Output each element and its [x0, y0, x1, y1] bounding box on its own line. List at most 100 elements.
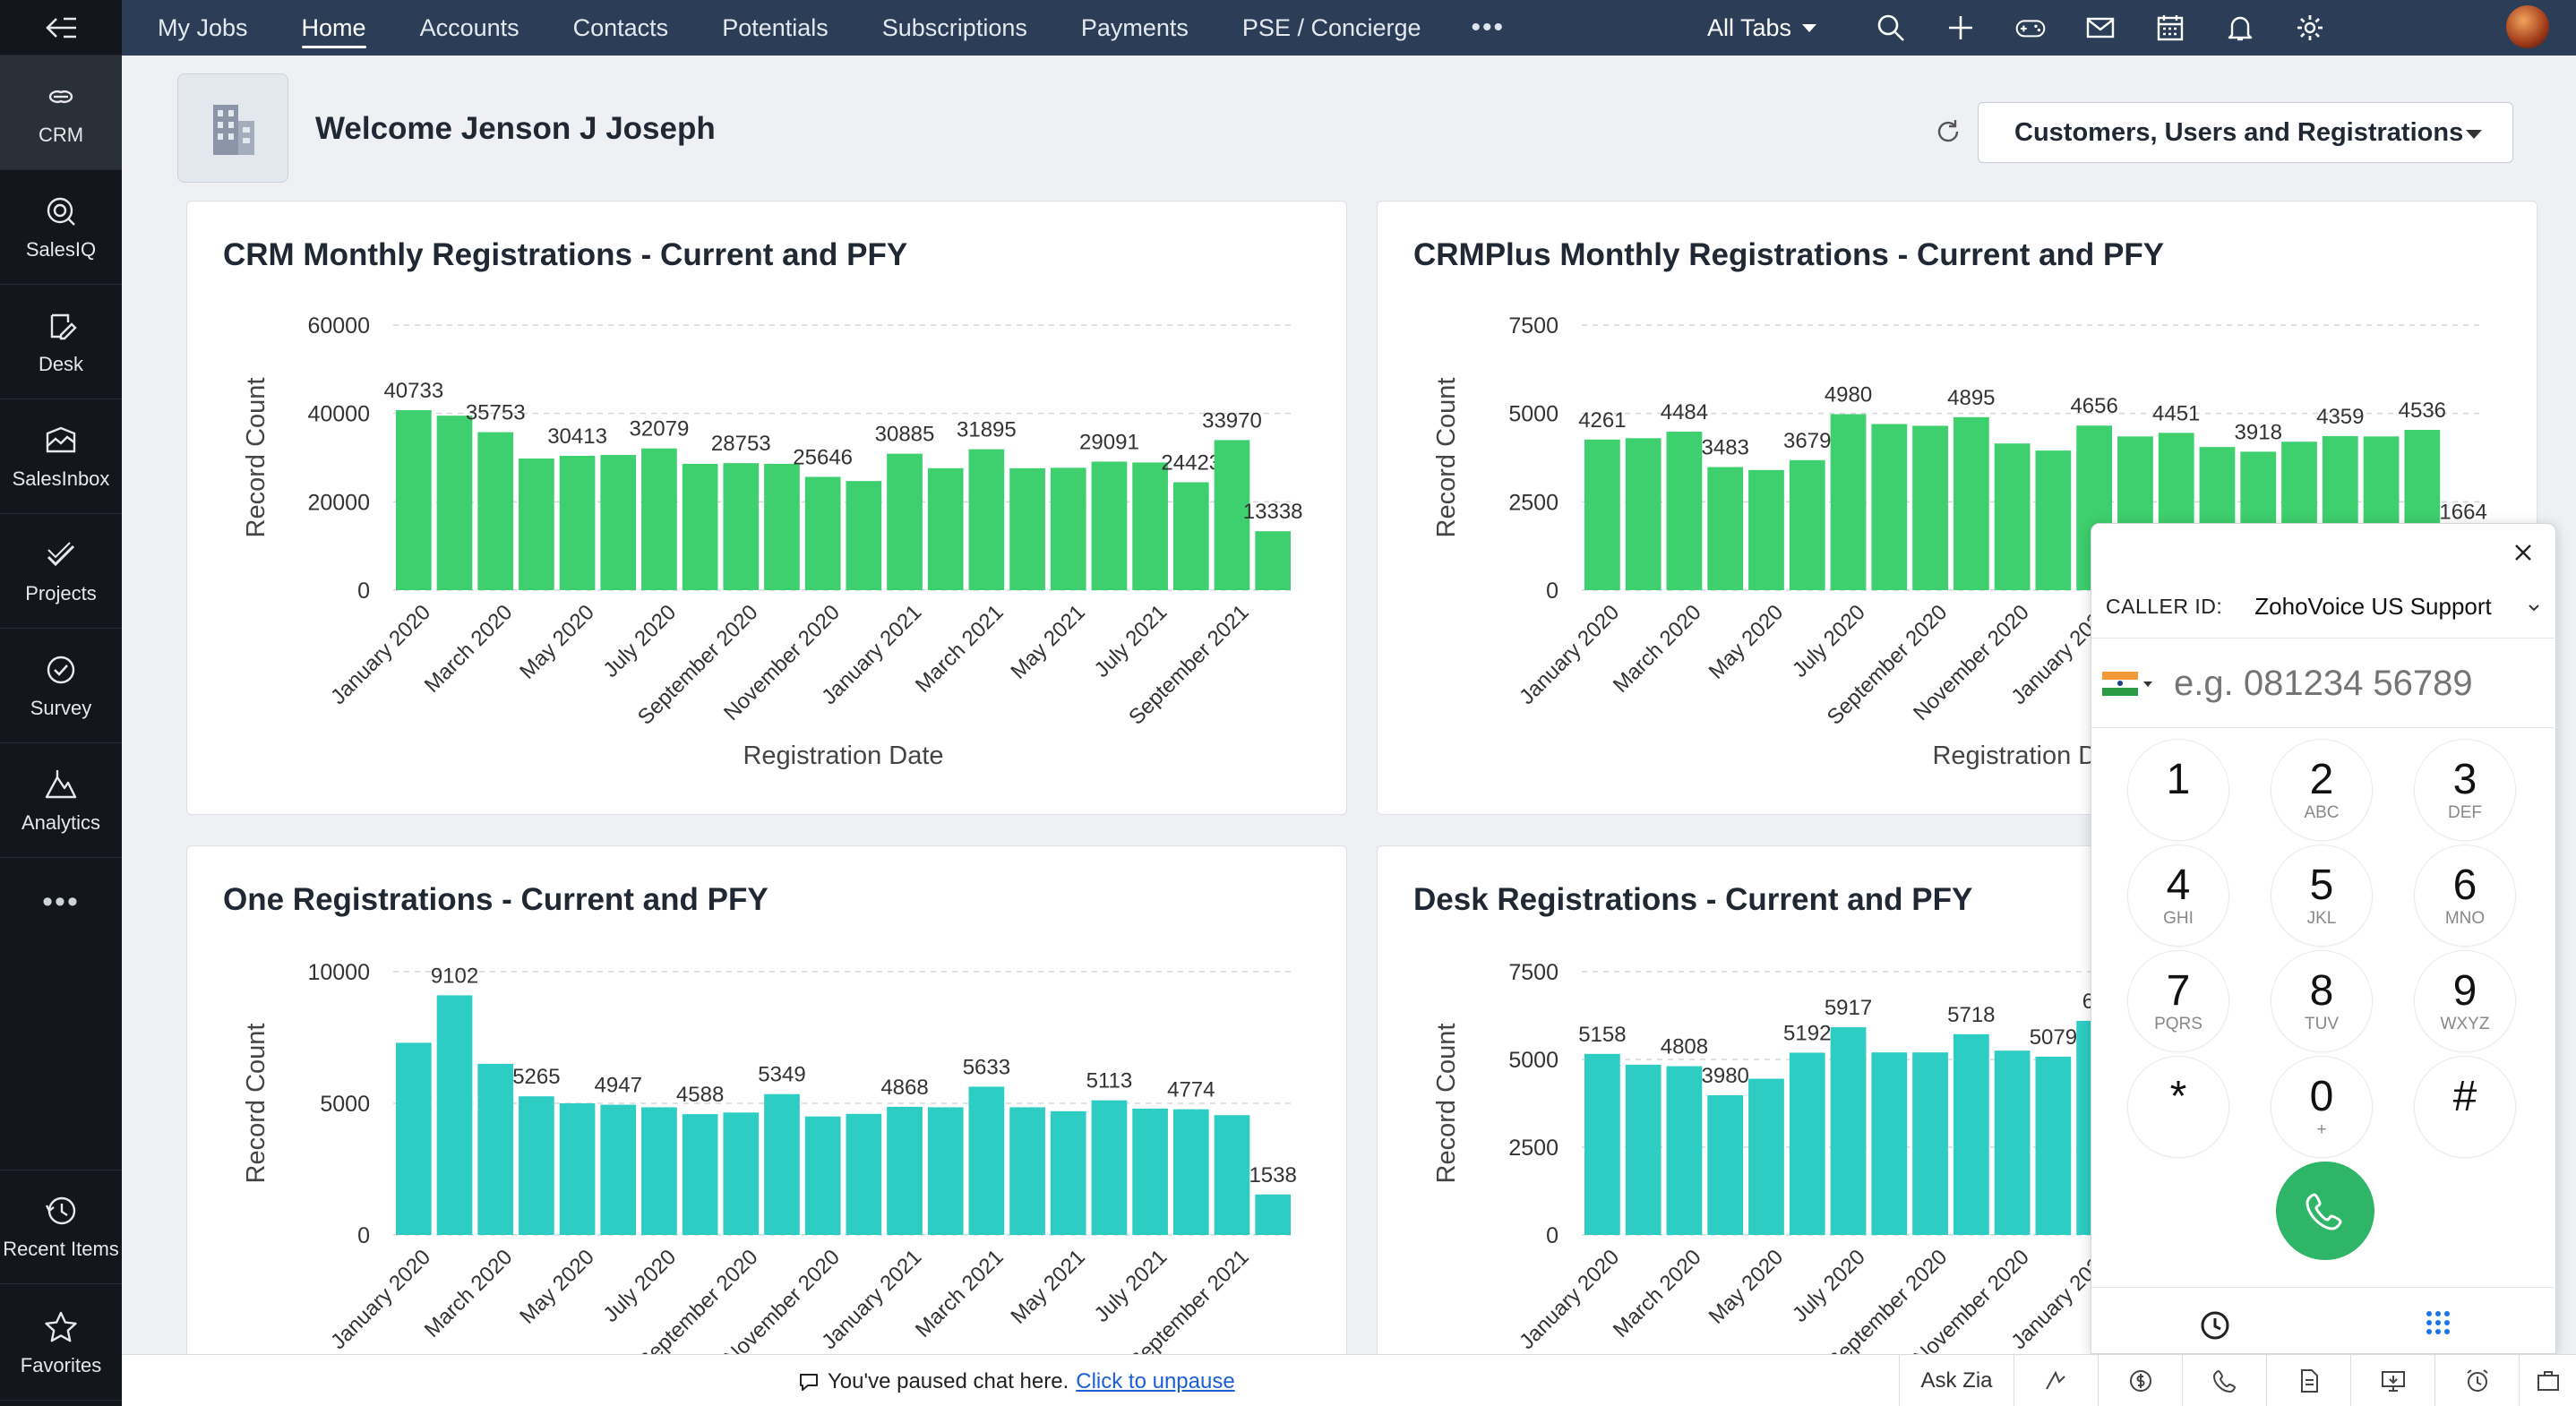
bar[interactable]	[1255, 531, 1291, 590]
bar[interactable]	[559, 455, 596, 590]
india-flag-icon[interactable]	[2102, 671, 2138, 697]
bar[interactable]	[968, 1086, 1005, 1235]
settings-button[interactable]	[2275, 0, 2345, 56]
bar[interactable]	[1953, 1033, 1989, 1235]
bar[interactable]	[1748, 469, 1784, 590]
mail-button[interactable]	[2065, 0, 2135, 56]
rail-item-projects[interactable]: Projects	[0, 514, 122, 629]
bar[interactable]	[1707, 1094, 1744, 1235]
refresh-icon[interactable]	[1933, 116, 1963, 147]
bar[interactable]	[804, 476, 841, 590]
bar[interactable]	[887, 453, 923, 590]
bar[interactable]	[968, 449, 1005, 590]
dialpad-key[interactable]: 0 +	[2271, 1056, 2373, 1158]
rail-item-recent-items[interactable]: Recent Items	[0, 1170, 122, 1284]
rail-item-analytics[interactable]: Analytics	[0, 743, 122, 858]
dialpad-key[interactable]: 6 MNO	[2414, 844, 2516, 947]
country-caret-icon[interactable]	[2143, 681, 2152, 687]
close-icon[interactable]	[2511, 540, 2536, 565]
games-button[interactable]	[1996, 0, 2065, 56]
bar[interactable]	[846, 481, 882, 590]
bar[interactable]	[1789, 1052, 1825, 1235]
bar[interactable]	[1912, 425, 1948, 590]
bar[interactable]	[764, 463, 800, 590]
bar[interactable]	[1172, 482, 1209, 590]
tab-contacts[interactable]: Contacts	[572, 13, 669, 41]
bottom-more-button[interactable]	[2519, 1355, 2576, 1406]
bar[interactable]	[927, 467, 964, 590]
bar[interactable]	[559, 1103, 596, 1235]
bar[interactable]	[1091, 461, 1128, 590]
tab-pse-concierge[interactable]: PSE / Concierge	[1241, 13, 1421, 41]
bar[interactable]	[1625, 1064, 1662, 1235]
zia-button[interactable]	[2014, 1355, 2098, 1406]
bar[interactable]	[682, 1114, 718, 1235]
tab-home[interactable]: Home	[275, 0, 393, 56]
call-button[interactable]	[2276, 1162, 2374, 1260]
bar[interactable]	[846, 1113, 882, 1235]
all-tabs-dropdown[interactable]: All Tabs	[1707, 0, 1817, 56]
bar[interactable]	[804, 1116, 841, 1235]
bar[interactable]	[1584, 1053, 1620, 1235]
bar[interactable]	[1666, 1066, 1703, 1235]
bar[interactable]	[1132, 1108, 1168, 1235]
dialpad-key[interactable]: 2 ABC	[2271, 739, 2373, 841]
bar[interactable]	[1214, 1115, 1250, 1235]
bar[interactable]	[1953, 416, 1989, 590]
keypad-icon[interactable]	[2425, 1309, 2451, 1336]
caller-id-select[interactable]: CALLER ID: ZohoVoice US Support	[2091, 576, 2557, 639]
bar[interactable]	[436, 416, 473, 590]
call-history-icon[interactable]	[2199, 1309, 2231, 1342]
bar[interactable]	[887, 1106, 923, 1235]
bar[interactable]	[2035, 1056, 2072, 1235]
bar[interactable]	[2035, 450, 2072, 590]
ask-zia-button[interactable]: Ask Zia	[1899, 1355, 2014, 1406]
reminders-button[interactable]	[2434, 1355, 2519, 1406]
bar[interactable]	[1625, 438, 1662, 590]
bar[interactable]	[1050, 1110, 1086, 1235]
dialpad-key[interactable]: 9 WXYZ	[2414, 950, 2516, 1052]
rail-item-salesinbox[interactable]: SalesInbox	[0, 399, 122, 514]
bar[interactable]	[1050, 467, 1086, 590]
dialpad-key[interactable]: *	[2127, 1056, 2229, 1158]
tab-payments[interactable]: Payments	[1080, 13, 1189, 41]
dialpad-key[interactable]: 1	[2127, 739, 2229, 841]
bar[interactable]	[1666, 432, 1703, 590]
bar[interactable]	[1172, 1109, 1209, 1235]
bar[interactable]	[1994, 443, 2031, 590]
bar[interactable]	[600, 1104, 637, 1235]
calendar-button[interactable]	[2135, 0, 2205, 56]
billing-button[interactable]	[2098, 1355, 2182, 1406]
tab-my-jobs[interactable]: My Jobs	[158, 13, 248, 41]
bar[interactable]	[436, 995, 473, 1235]
rail-item-desk[interactable]: Desk	[0, 285, 122, 399]
dialpad-key[interactable]: 3 DEF	[2414, 739, 2516, 841]
dialpad-key[interactable]: 7 PQRS	[2127, 950, 2229, 1052]
bar[interactable]	[1789, 459, 1825, 590]
tab-potentials[interactable]: Potentials	[722, 13, 829, 41]
bar[interactable]	[723, 1112, 760, 1235]
rail-more-button[interactable]: •••	[42, 885, 80, 919]
bar[interactable]	[477, 432, 514, 590]
bar[interactable]	[764, 1093, 800, 1235]
bar[interactable]	[1871, 424, 1908, 590]
rail-item-favorites[interactable]: Favorites	[0, 1286, 122, 1401]
bar[interactable]	[519, 1096, 554, 1235]
bar[interactable]	[1132, 462, 1168, 590]
phone-bar-button[interactable]	[2182, 1355, 2266, 1406]
phone-number-input[interactable]	[2174, 664, 2514, 704]
dialpad-key[interactable]: #	[2414, 1056, 2516, 1158]
bar[interactable]	[1912, 1052, 1948, 1235]
tab-subscriptions[interactable]: Subscriptions	[881, 13, 1027, 41]
dialpad-key[interactable]: 5 JKL	[2271, 844, 2373, 947]
collapse-menu-button[interactable]	[0, 0, 122, 56]
bar[interactable]	[723, 463, 760, 590]
bar[interactable]	[682, 463, 718, 590]
bar[interactable]	[1994, 1050, 2031, 1235]
more-tabs-button[interactable]: •••	[1471, 13, 1506, 42]
bar[interactable]	[1091, 1100, 1128, 1235]
dialpad-key[interactable]: 8 TUV	[2271, 950, 2373, 1052]
bar[interactable]	[396, 1042, 432, 1235]
rail-item-crm[interactable]: CRM	[0, 56, 122, 170]
notifications-button[interactable]	[2205, 0, 2275, 56]
